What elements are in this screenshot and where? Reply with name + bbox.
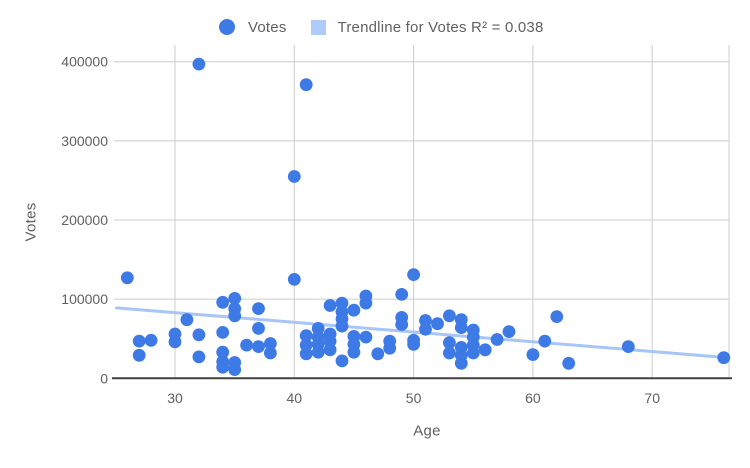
legend: Votes Trendline for Votes R² = 0.038 [219, 18, 544, 36]
scatter-point[interactable] [192, 328, 206, 342]
scatter-point[interactable] [550, 310, 564, 323]
scatter-point[interactable] [299, 78, 313, 92]
y-tick-label: 300000 [61, 133, 108, 149]
scatter-point[interactable] [228, 292, 242, 305]
scatter-point[interactable] [252, 322, 265, 335]
y-tick-label: 100000 [61, 291, 108, 307]
scatter-point[interactable] [132, 348, 146, 362]
scatter-point[interactable] [562, 356, 576, 370]
scatter-point[interactable] [443, 336, 456, 350]
scatter-point[interactable] [287, 273, 301, 286]
scatter-point[interactable] [454, 321, 468, 334]
scatter-point[interactable] [347, 303, 361, 317]
scatter-point[interactable] [192, 350, 206, 364]
scatter-point[interactable] [311, 345, 325, 359]
y-axis-title: Votes [22, 202, 40, 242]
legend-trendline-label: Trendline for Votes R² = 0.038 [337, 18, 544, 36]
scatter-point[interactable] [144, 333, 158, 347]
legend-votes-label: Votes [248, 18, 287, 36]
x-tick-label: 70 [644, 390, 660, 406]
y-tick-label: 200000 [61, 212, 108, 228]
scatter-point[interactable] [454, 356, 468, 370]
scatter-point[interactable] [264, 346, 277, 360]
scatter-point[interactable] [407, 337, 420, 351]
x-tick-label: 40 [287, 390, 303, 406]
scatter-point[interactable] [383, 341, 397, 355]
votes-point-icon [219, 19, 235, 35]
scatter-point[interactable] [419, 322, 432, 336]
scatter-point[interactable] [371, 347, 385, 361]
scatter-point[interactable] [168, 335, 182, 349]
x-tick-label: 60 [525, 390, 541, 406]
scatter-point[interactable] [395, 318, 409, 331]
scatter-point[interactable] [502, 325, 516, 338]
scatter-point[interactable] [443, 346, 456, 360]
scatter-point[interactable] [335, 354, 349, 368]
scatter-point[interactable] [407, 268, 420, 281]
scatter-point[interactable] [120, 271, 134, 285]
scatter-point[interactable] [323, 299, 337, 312]
scatter-point[interactable] [192, 57, 206, 71]
scatter-point[interactable] [264, 337, 277, 350]
x-axis-title: Age [413, 422, 441, 440]
scatter-point[interactable] [299, 329, 313, 342]
legend-item-votes[interactable]: Votes [219, 19, 287, 36]
scatter-point[interactable] [490, 333, 504, 346]
scatter-point[interactable] [478, 343, 492, 357]
y-tick-label: 400000 [61, 54, 108, 70]
scatter-point[interactable] [132, 334, 146, 348]
scatter-point[interactable] [717, 351, 731, 365]
scatter-point[interactable] [216, 360, 230, 374]
scatter-point[interactable] [395, 288, 409, 301]
scatter-point[interactable] [323, 343, 337, 357]
scatter-point[interactable] [526, 348, 540, 361]
scatter-point[interactable] [621, 340, 635, 353]
x-tick-label: 30 [167, 390, 183, 406]
scatter-point[interactable] [359, 330, 373, 344]
scatter-point[interactable] [240, 338, 254, 352]
legend-item-trendline[interactable]: Trendline for Votes R² = 0.038 [287, 19, 544, 36]
scatter-point[interactable] [216, 326, 230, 339]
scatter-point[interactable] [228, 309, 242, 323]
scatter-point[interactable] [287, 170, 301, 183]
scatter-point[interactable] [466, 346, 480, 360]
trendline-swatch-icon [310, 19, 326, 35]
scatter-point[interactable] [216, 345, 230, 359]
scatter-point[interactable] [299, 347, 313, 361]
scatter-point[interactable] [335, 319, 349, 333]
scatter-point[interactable] [228, 363, 242, 376]
scatter-point[interactable] [538, 334, 552, 348]
scatter-point[interactable] [443, 309, 456, 323]
scatter-point[interactable] [431, 317, 444, 331]
scatter-point[interactable] [347, 345, 361, 359]
scatter-point[interactable] [180, 313, 194, 327]
x-tick-label: 50 [406, 390, 422, 406]
scatter-point[interactable] [252, 302, 265, 315]
scatter-point[interactable] [252, 340, 265, 353]
y-tick-label: 0 [100, 370, 108, 386]
scatter-point[interactable] [359, 296, 373, 310]
scatter-point[interactable] [216, 295, 230, 309]
